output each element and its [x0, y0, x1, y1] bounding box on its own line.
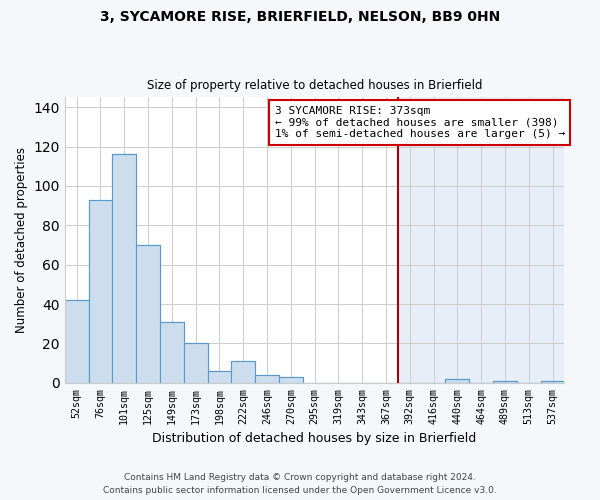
Text: Contains HM Land Registry data © Crown copyright and database right 2024.
Contai: Contains HM Land Registry data © Crown c… — [103, 473, 497, 495]
Bar — [89, 200, 112, 383]
Bar — [89, 200, 112, 383]
Bar — [112, 154, 136, 383]
Bar — [65, 300, 89, 383]
Text: 3, SYCAMORE RISE, BRIERFIELD, NELSON, BB9 0HN: 3, SYCAMORE RISE, BRIERFIELD, NELSON, BB… — [100, 10, 500, 24]
Bar — [541, 381, 565, 383]
Bar — [279, 377, 303, 383]
Bar — [112, 154, 136, 383]
Bar — [184, 344, 208, 383]
Bar — [279, 377, 303, 383]
Y-axis label: Number of detached properties: Number of detached properties — [15, 147, 28, 333]
Bar — [160, 322, 184, 383]
Bar — [232, 361, 255, 383]
Bar — [541, 381, 565, 383]
Bar — [255, 375, 279, 383]
Bar — [208, 371, 232, 383]
Bar — [398, 98, 565, 383]
Title: Size of property relative to detached houses in Brierfield: Size of property relative to detached ho… — [147, 79, 482, 92]
Bar — [160, 322, 184, 383]
Bar — [255, 375, 279, 383]
Bar — [232, 361, 255, 383]
Bar — [208, 371, 232, 383]
Bar — [493, 381, 517, 383]
Bar — [65, 300, 89, 383]
Text: 3 SYCAMORE RISE: 373sqm
← 99% of detached houses are smaller (398)
1% of semi-de: 3 SYCAMORE RISE: 373sqm ← 99% of detache… — [275, 106, 565, 139]
Bar — [445, 379, 469, 383]
Bar — [136, 245, 160, 383]
Bar — [493, 381, 517, 383]
Bar — [136, 245, 160, 383]
Bar — [184, 344, 208, 383]
Bar — [445, 379, 469, 383]
X-axis label: Distribution of detached houses by size in Brierfield: Distribution of detached houses by size … — [152, 432, 477, 445]
